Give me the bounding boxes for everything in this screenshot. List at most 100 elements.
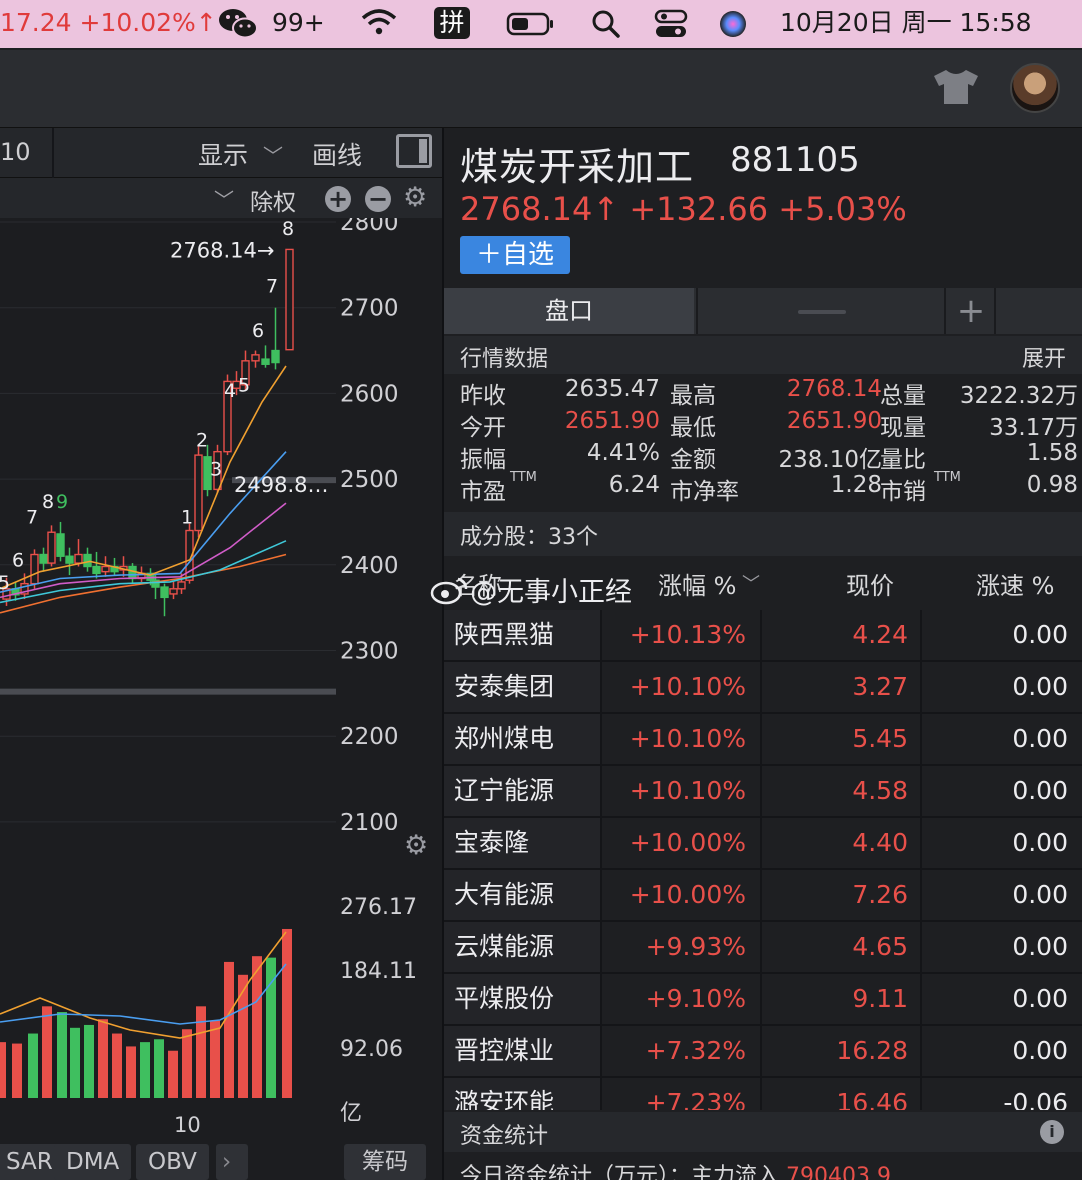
speed-cell: 0.00 [1012,880,1068,909]
menu-bar: 17.24 +10.02%↑ 99+ 拼 [0,0,1082,48]
table-row[interactable]: 郑州煤电 +10.10% 5.45 0.00 [444,714,1082,766]
zoom-in-icon[interactable]: + [325,186,351,212]
panel-layout-icon[interactable] [396,134,432,168]
column-header-speed[interactable]: 涨速 % [976,572,1055,600]
menubar-clock[interactable]: 10月20日 周一 15:58 [780,8,1032,37]
table-row[interactable]: 陕西黑猫 +10.13% 4.24 0.00 [444,610,1082,662]
chevron-right-icon[interactable]: › [216,1144,248,1180]
user-avatar[interactable] [1010,63,1060,113]
quote-row: 今开 2651.90 最低 2651.90 现量 33.17万 [444,408,1082,441]
price-cell: 9.11 [764,974,922,1024]
tshirt-icon[interactable] [930,66,982,106]
sequence-tag: 9 [56,491,68,513]
price-cell: 16.46 [764,1078,922,1110]
quote-value: 2651.90 [564,408,660,434]
add-to-watchlist-button[interactable]: ＋自选 [460,236,570,274]
price-cell: 4.40 [764,818,922,868]
change-cell: +10.10% [604,766,762,816]
change-cell: +10.00% [604,870,762,920]
gear-icon[interactable]: ⚙ [404,830,429,861]
watermark-text: @无事小正经 [470,577,632,608]
change-cell: +9.93% [604,922,762,972]
price-cell: 4.65 [764,922,922,972]
volume-bar [168,1050,178,1098]
gear-icon[interactable]: ⚙ [403,182,428,213]
column-header-name[interactable]: 名称 [454,572,502,600]
sequence-tag: 6 [252,320,264,342]
volume-bar [140,1042,150,1098]
column-header-change[interactable]: 涨幅 % [658,572,737,600]
candle [20,582,29,595]
draw-line-button[interactable]: 画线 [312,141,363,170]
ma-value-label: 2498.8… [234,473,328,497]
table-row[interactable]: 平煤股份 +9.10% 9.11 0.00 [444,974,1082,1026]
spotlight-search-icon[interactable] [590,0,622,48]
stock-name-cell: 郑州煤电 [444,714,602,764]
volume-bar [154,1039,164,1098]
display-menu-button[interactable]: 显示 [198,141,249,170]
quote-label: 昨收 [460,383,506,409]
chevron-down-icon[interactable]: ﹀ [263,144,283,168]
quote-value: 2651.90 [786,408,882,434]
sort-chevron-icon[interactable]: ﹀ [742,574,760,595]
chips-button[interactable]: 筹码 [344,1144,426,1180]
quote-section-header: 行情数据 展开 [444,336,1082,374]
tab-sar[interactable]: SAR [0,1144,65,1180]
table-row[interactable]: 安泰集团 +10.10% 3.27 0.00 [444,662,1082,714]
ttm-superscript: TTM [510,470,537,485]
panel-splitter[interactable] [442,128,444,1180]
column-header-price[interactable]: 现价 [846,572,894,600]
component-stock-list: 陕西黑猫 +10.13% 4.24 0.00 安泰集团 +10.10% 3.27 0.00 郑州… [444,610,1082,1110]
fund-line-value: 790403.9 [786,1164,891,1180]
fund-stats-title: 资金统计 [460,1124,549,1149]
menubar-stock-ticker[interactable]: 17.24 +10.02%↑ [0,8,217,37]
ma-reference-bar [232,477,336,484]
info-icon[interactable]: i [1040,1120,1064,1144]
table-row[interactable]: 宝泰隆 +10.00% 4.40 0.00 [444,818,1082,870]
siri-icon[interactable] [718,0,748,48]
input-method-icon[interactable]: 拼 [434,7,470,39]
volume-bar [266,957,276,1098]
volume-bar [196,1006,206,1098]
volume-bar [224,961,234,1098]
tab-unnamed[interactable] [696,288,946,334]
toolbar-divider [52,128,54,178]
quote-label: 市盈 [460,479,506,505]
tab-obv[interactable]: OBV [136,1144,209,1180]
expand-button[interactable]: 展开 [1021,347,1066,372]
quote-row: 市盈 TTM 6.24 市净率 1.28 市销 TTM 0.98 [444,470,1082,505]
kline-chart[interactable]: 2800 2700 2600 2500 2400 2300 2200 2100 2768.14→… [0,218,442,830]
tab-pankou[interactable]: 盘口 [444,288,694,334]
stock-name-cell: 云煤能源 [444,922,602,972]
candle [101,565,110,573]
last-price-label: 2768.14→ [170,238,274,262]
table-row[interactable]: 晋控煤业 +7.32% 16.28 0.00 [444,1026,1082,1078]
battery-icon[interactable] [506,0,556,48]
add-tab-icon[interactable]: + [948,288,996,334]
quote-value: 1.58 [1026,440,1078,466]
quote-row: 昨收 2635.47 最高 2768.14 总量 3222.32万 [444,376,1082,409]
volume-chart[interactable]: 276.17 184.11 92.06 亿 10 [0,868,442,1138]
wechat-icon[interactable] [216,0,260,48]
volume-bar [182,1029,192,1098]
table-row[interactable]: 辽宁能源 +10.10% 4.58 0.00 [444,766,1082,818]
volume-bar [42,1006,52,1098]
quote-label: 现量 [880,415,926,441]
zoom-out-icon[interactable]: − [365,186,391,212]
control-center-icon[interactable] [654,0,688,48]
volume-tick-label: 184.11 [340,959,417,984]
quote-value: 33.17万 [989,415,1078,441]
speed-cell: -0.06 [1003,1088,1068,1110]
table-row[interactable]: 潞安环能 +7.23% 16.46 -0.06 [444,1078,1082,1110]
speed-cell: 0.00 [1012,932,1068,961]
table-row[interactable]: 大有能源 +10.00% 7.26 0.00 [444,870,1082,922]
table-row[interactable]: 云煤能源 +9.93% 4.65 0.00 [444,922,1082,974]
volume-bar [126,1046,136,1098]
candle [203,456,212,491]
wifi-icon[interactable] [360,0,398,48]
tab-dma[interactable]: DMA [54,1144,132,1180]
period-label[interactable]: 10 [0,138,31,166]
speed-cell: 0.00 [1012,828,1068,857]
adjust-mode-button[interactable]: 除权 [250,190,296,216]
chevron-down-icon[interactable]: ﹀ [214,188,234,212]
